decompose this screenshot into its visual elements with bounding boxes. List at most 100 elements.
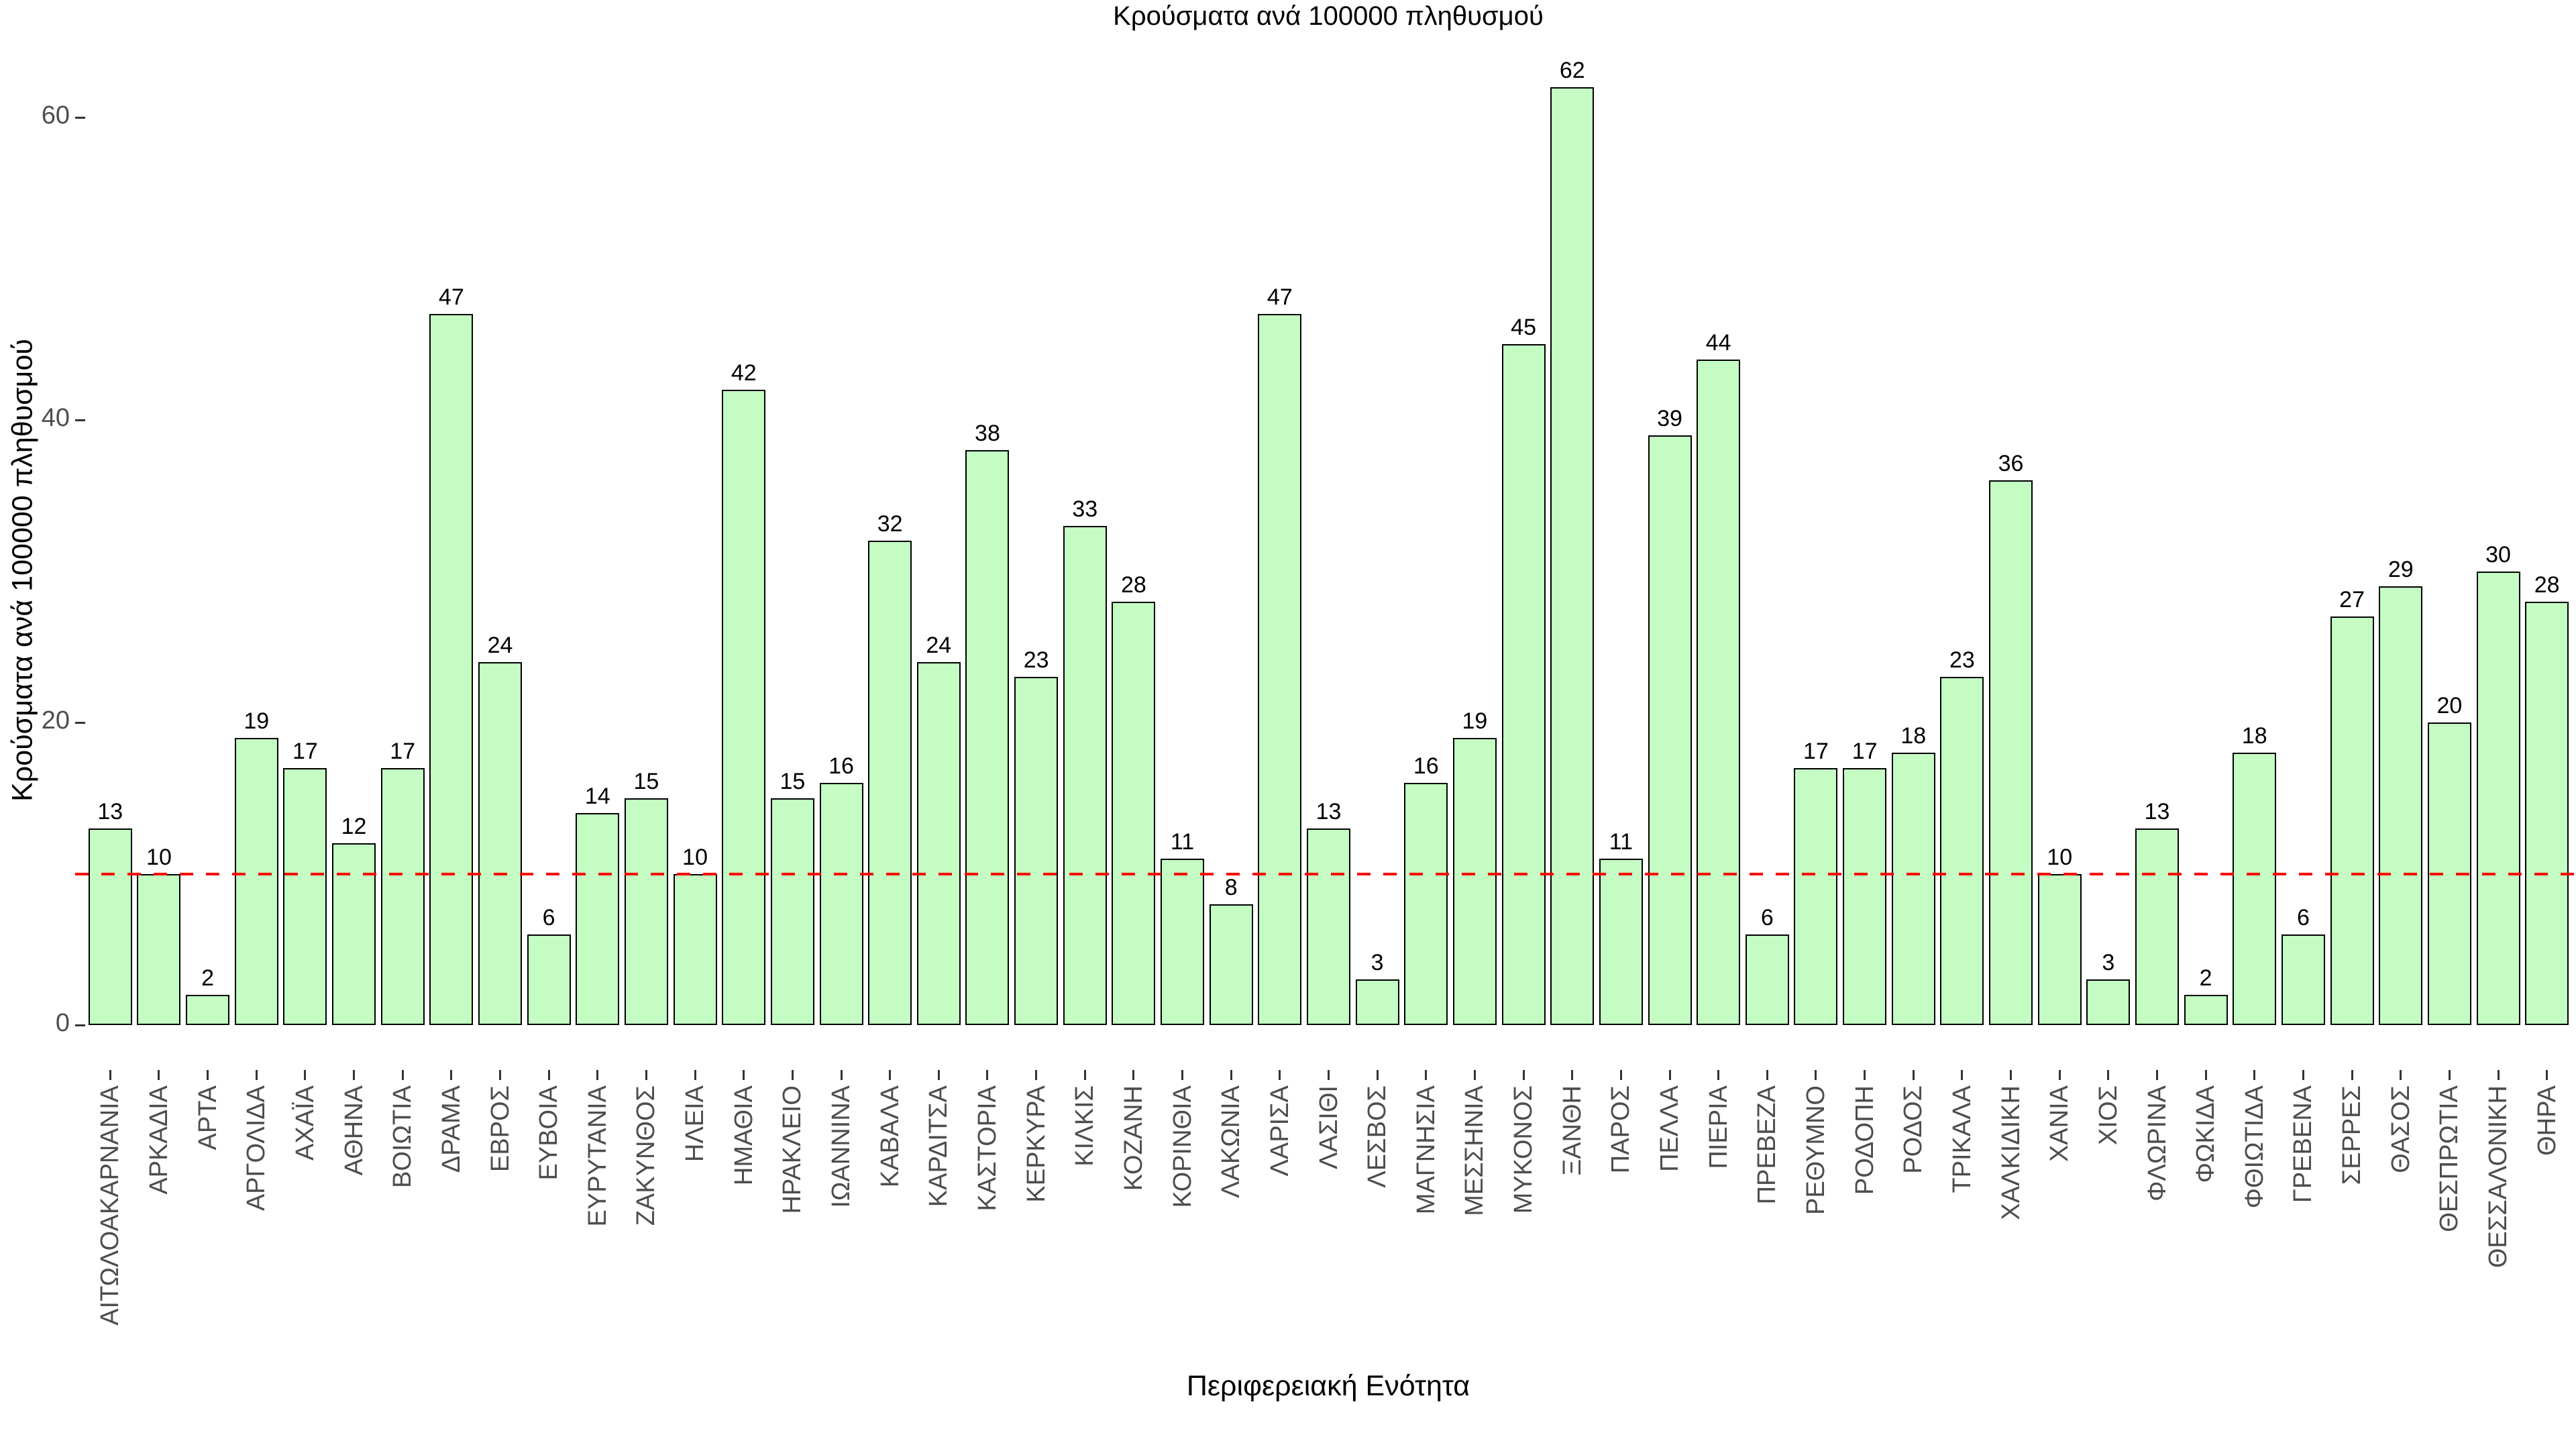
bar-value-label: 16: [1413, 753, 1439, 780]
x-tick-label: ΛΑΣΙΘΙ: [1314, 1085, 1343, 1169]
bar: [576, 813, 620, 1025]
x-tick-mark: [986, 1070, 989, 1080]
bar: [1209, 904, 1253, 1025]
x-tick-mark: [2302, 1070, 2304, 1080]
bar: [137, 873, 181, 1025]
bar-value-label: 6: [542, 904, 555, 930]
x-tick-mark: [1376, 1070, 1379, 1080]
x-tick-mark: [158, 1070, 160, 1080]
bar-value-label: 28: [2534, 572, 2560, 598]
bar: [624, 798, 668, 1025]
x-tick-label: ΚΑΡΔΙΤΣΑ: [924, 1085, 953, 1208]
bar: [819, 783, 863, 1025]
bar: [283, 767, 327, 1025]
x-tick-label: ΖΑΚΥΝΘΟΣ: [632, 1085, 661, 1226]
bar-value-label: 39: [1657, 405, 1682, 431]
x-tick-label: ΧΑΝΙΑ: [2045, 1085, 2074, 1163]
bar: [88, 828, 132, 1025]
bar-value-label: 32: [877, 511, 903, 537]
bar: [673, 873, 717, 1025]
x-tick-label: ΘΕΣΠΡΩΤΙΑ: [2435, 1085, 2464, 1232]
bar-value-label: 15: [633, 768, 659, 794]
bar-value-label: 10: [2047, 844, 2073, 870]
x-tick-label: ΞΑΝΘΗ: [1558, 1085, 1587, 1176]
bar-value-label: 24: [926, 632, 952, 658]
x-tick-mark: [2497, 1070, 2500, 1080]
bar-value-label: 13: [2144, 798, 2170, 824]
bar-value-label: 2: [201, 965, 215, 991]
bar: [2184, 994, 2228, 1025]
x-tick-label: ΕΥΡΥΤΑΝΙΑ: [583, 1085, 612, 1227]
x-tick-label: ΡΟΔΟΣ: [1899, 1085, 1928, 1174]
bar-value-label: 11: [1609, 828, 1633, 855]
x-tick-mark: [2400, 1070, 2402, 1080]
x-tick-mark: [1425, 1070, 1428, 1080]
x-tick-label: ΧΙΟΣ: [2094, 1085, 2123, 1145]
y-tick-label: 0: [55, 1009, 70, 1037]
x-tick-label: ΗΜΑΘΙΑ: [729, 1085, 758, 1186]
bar: [1989, 480, 2033, 1025]
bar: [2379, 586, 2423, 1025]
bar-value-label: 17: [390, 738, 416, 764]
x-tick-mark: [2204, 1070, 2207, 1080]
bar: [429, 314, 474, 1025]
x-tick-mark: [1230, 1070, 1232, 1080]
x-tick-label: ΜΑΓΝΗΣΙΑ: [1411, 1085, 1440, 1215]
bar: [2037, 873, 2082, 1025]
x-tick-mark: [499, 1070, 501, 1080]
x-tick-label: ΕΒΡΟΣ: [486, 1085, 515, 1173]
bar-value-label: 10: [146, 844, 172, 870]
bar-value-label: 44: [1705, 329, 1731, 356]
x-tick-label: ΚΑΣΤΟΡΙΑ: [973, 1085, 1002, 1212]
bar-value-label: 33: [1072, 496, 1098, 522]
x-tick-mark: [207, 1070, 209, 1080]
x-tick-label: ΗΡΑΚΛΕΙΟ: [778, 1085, 807, 1214]
bar-value-label: 45: [1511, 315, 1536, 341]
x-tick-label: ΒΟΙΩΤΙΑ: [388, 1085, 417, 1188]
x-tick-label: ΛΑΡΙΣΑ: [1265, 1085, 1294, 1177]
bar-value-label: 17: [292, 738, 318, 764]
x-tick-mark: [596, 1070, 599, 1080]
x-tick-mark: [937, 1070, 940, 1080]
x-tick-mark: [1473, 1070, 1476, 1080]
bar-value-label: 47: [438, 284, 464, 311]
x-tick-mark: [1522, 1070, 1525, 1080]
x-tick-mark: [255, 1070, 258, 1080]
x-tick-mark: [353, 1070, 356, 1080]
x-tick-label: ΚΙΛΚΙΣ: [1071, 1085, 1099, 1167]
bar-value-label: 30: [2485, 541, 2511, 568]
x-tick-mark: [1717, 1070, 1720, 1080]
bar-value-label: 47: [1267, 284, 1293, 311]
x-tick-label: ΑΡΓΟΛΙΔΑ: [242, 1085, 271, 1212]
bar: [1940, 677, 1984, 1025]
bar-value-label: 23: [1949, 647, 1975, 674]
y-tick-mark: [75, 1024, 85, 1026]
bar: [1112, 601, 1156, 1025]
x-tick-mark: [547, 1070, 550, 1080]
x-tick-mark: [1912, 1070, 1915, 1080]
bar: [1550, 87, 1595, 1025]
x-tick-label: ΠΑΡΟΣ: [1607, 1085, 1635, 1174]
bar-value-label: 6: [1760, 904, 1774, 930]
x-tick-label: ΚΕΡΚΥΡΑ: [1022, 1085, 1051, 1203]
x-tick-label: ΘΑΣΟΣ: [2386, 1085, 2415, 1173]
x-tick-label: ΔΡΑΜΑ: [437, 1085, 466, 1173]
x-tick-mark: [1181, 1070, 1184, 1080]
bar-value-label: 11: [1170, 828, 1195, 855]
x-tick-label: ΚΟΡΙΝΘΙΑ: [1168, 1085, 1197, 1208]
x-tick-mark: [2448, 1070, 2451, 1080]
x-tick-label: ΕΥΒΟΙΑ: [535, 1085, 564, 1181]
bar-value-label: 18: [1900, 723, 1927, 749]
x-tick-label: ΠΕΛΛΑ: [1656, 1085, 1684, 1172]
x-tick-mark: [645, 1070, 647, 1080]
bar-value-label: 42: [731, 360, 757, 386]
bar-value-label: 18: [2241, 723, 2267, 749]
y-tick-mark: [75, 721, 85, 724]
x-tick-mark: [2058, 1070, 2061, 1080]
x-tick-mark: [1328, 1070, 1330, 1080]
bar-value-label: 12: [341, 814, 367, 840]
bar-value-label: 6: [2296, 904, 2310, 930]
bar: [1843, 767, 1887, 1025]
reference-line: [75, 872, 2575, 875]
chart-title: Κρούσματα ανά 100000 πληθυσμού: [1113, 1, 1544, 31]
